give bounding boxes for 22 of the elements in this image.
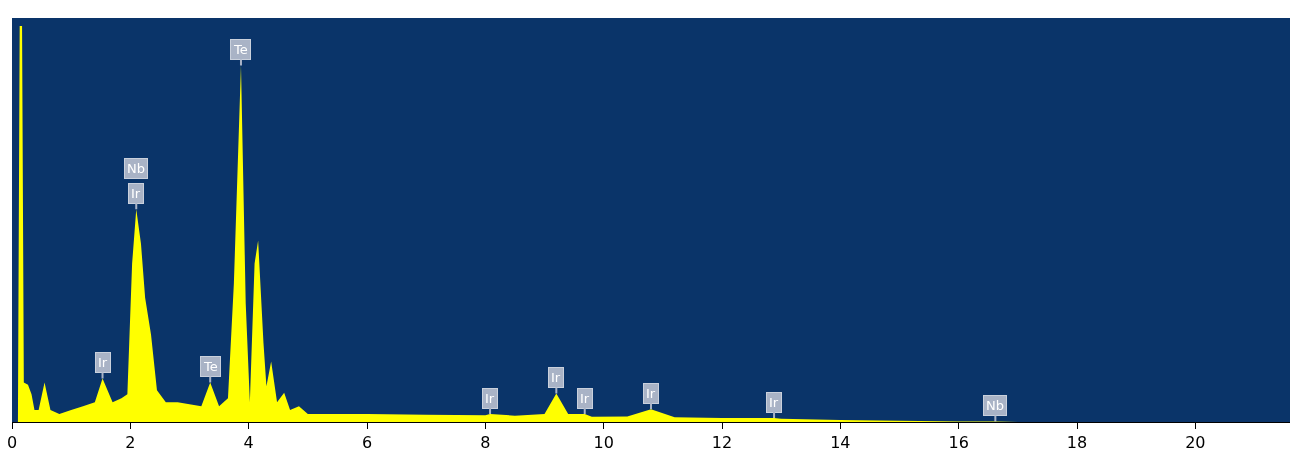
x-tick-label: 8: [480, 433, 491, 453]
annotation: Te: [203, 359, 218, 374]
annotation: Ir: [580, 391, 590, 406]
annotation: Ir: [98, 355, 108, 370]
annotation: Te: [233, 42, 248, 57]
annotation: Ir: [551, 370, 561, 385]
annotation: Nb: [127, 161, 145, 176]
annotation: Nb: [986, 398, 1004, 413]
x-tick-label: 14: [830, 433, 851, 453]
x-tick-label: 18: [1066, 433, 1088, 453]
x-tick-label: 12: [711, 433, 733, 453]
x-tick-label: 0: [6, 433, 18, 453]
x-tick-label: 20: [1185, 433, 1206, 453]
x-tick-label: 16: [948, 433, 969, 453]
x-tick-label: 2: [125, 433, 136, 453]
x-tick-label: 4: [243, 433, 254, 453]
x-tick-label: 10: [593, 433, 614, 453]
annotation: Ir: [769, 395, 779, 410]
x-tick-label: 6: [361, 433, 373, 453]
annotation: Ir: [646, 386, 656, 401]
annotation: Ir: [485, 391, 495, 406]
annotation: Ir: [131, 186, 141, 201]
